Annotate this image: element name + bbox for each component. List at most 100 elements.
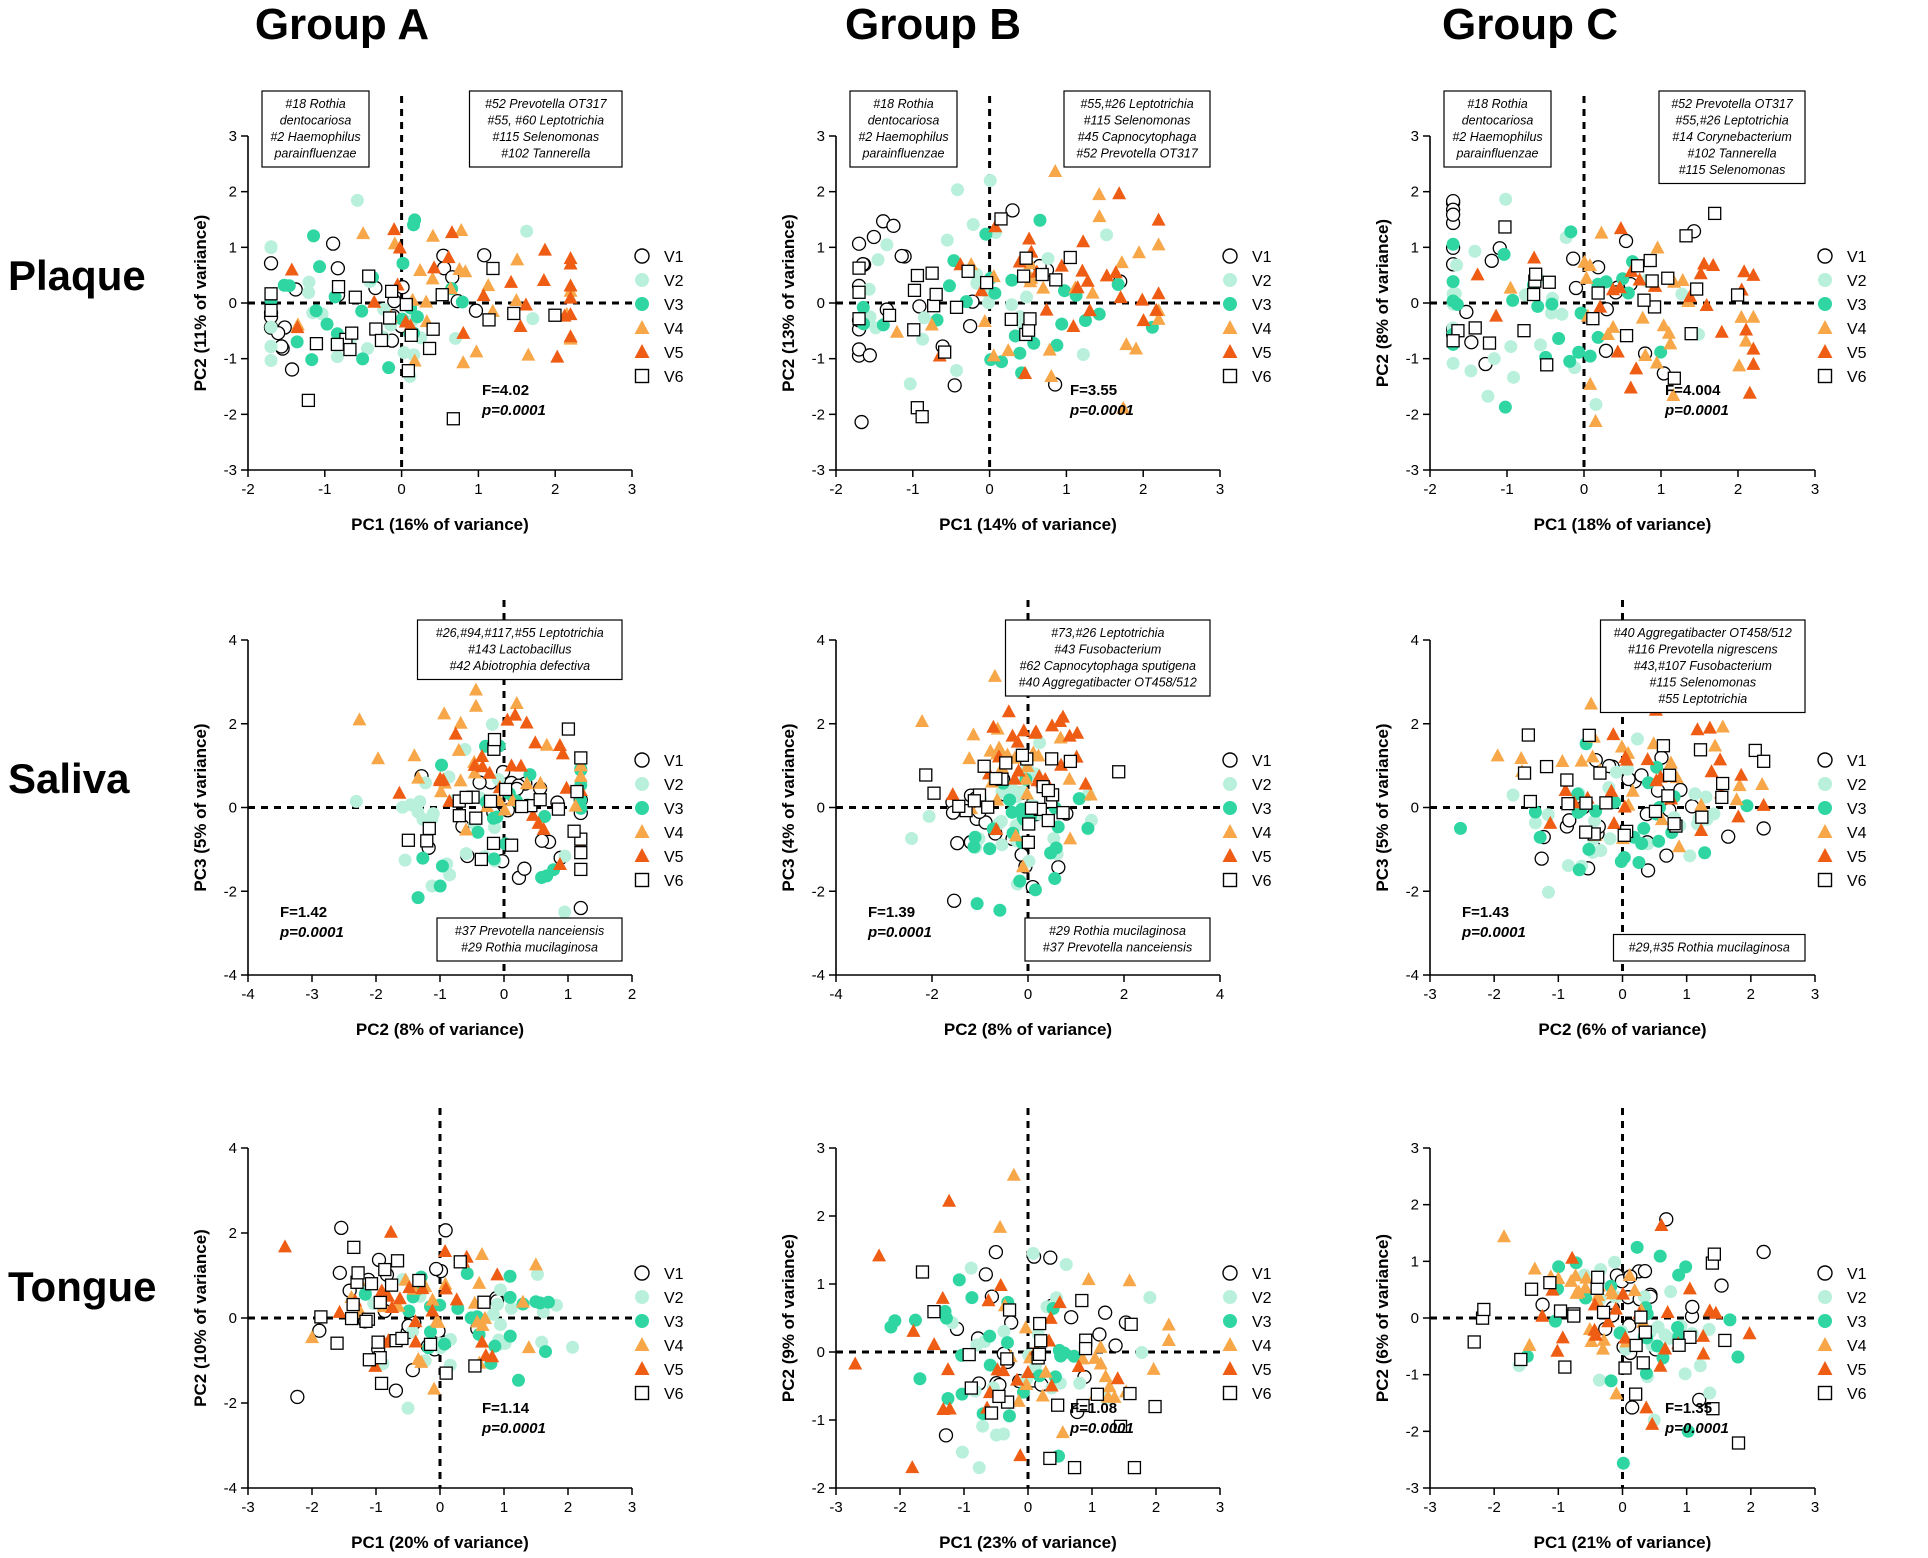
- point-v4: [425, 271, 440, 285]
- annotation-line: #52 Prevotella OT317: [1076, 147, 1199, 161]
- f-statistic: F=4.004: [1665, 382, 1721, 399]
- point-v2: [997, 1324, 1011, 1338]
- point-v6: [949, 300, 964, 314]
- point-v2: [350, 193, 364, 207]
- point-v4: [1584, 696, 1599, 710]
- point-v1: [1756, 1244, 1771, 1260]
- legend-marker-v5: [1222, 344, 1238, 358]
- point-v6: [1593, 766, 1607, 780]
- point-v6: [1757, 754, 1771, 768]
- point-v6: [927, 786, 941, 800]
- annotation-line: #29 Rothia mucilaginosa: [1049, 924, 1186, 938]
- point-v6: [1542, 275, 1556, 289]
- point-v5: [432, 773, 447, 787]
- point-v6: [979, 275, 994, 290]
- point-v2: [951, 183, 965, 197]
- point-v4: [962, 751, 977, 765]
- annotation-box-frame: [1004, 619, 1211, 697]
- point-v2: [903, 377, 917, 391]
- point-v2: [1533, 338, 1547, 352]
- point-v4: [1093, 1339, 1108, 1353]
- point-v4: [434, 784, 449, 798]
- point-v3: [1552, 331, 1566, 345]
- point-v1: [534, 833, 550, 848]
- point-v6: [962, 1347, 976, 1362]
- point-v3: [1698, 846, 1712, 860]
- x-tick-label: 4: [1216, 986, 1224, 1003]
- point-v1: [428, 1261, 444, 1277]
- point-v2: [1664, 1285, 1678, 1299]
- point-v3: [1591, 330, 1605, 344]
- legend-label-v6: V6: [1847, 369, 1867, 386]
- point-v5: [563, 278, 578, 292]
- legend-marker-v4: [634, 824, 650, 838]
- point-v6: [1582, 728, 1596, 742]
- annotation-box-frame: [1063, 90, 1211, 168]
- legend-marker-v4: [634, 320, 650, 334]
- point-v5: [1593, 299, 1608, 313]
- point-v1: [947, 378, 962, 393]
- legend-label-v5: V5: [664, 849, 684, 866]
- y-tick-label: 2: [817, 184, 825, 201]
- point-v5: [1714, 324, 1729, 338]
- point-v5: [550, 349, 565, 363]
- point-v1: [517, 861, 532, 876]
- point-v6: [981, 800, 995, 814]
- y-tick-label: -1: [812, 1412, 825, 1429]
- legend-label-v2: V2: [1847, 273, 1867, 290]
- point-v5: [1527, 250, 1542, 264]
- point-v4: [1582, 258, 1597, 272]
- point-v4: [1008, 828, 1023, 842]
- annotation-line: #37 Prevotella nanceiensis: [1043, 941, 1192, 955]
- annotation-box: #18 Rothia dentocariosa #2 Haemophilus para…: [849, 90, 958, 168]
- point-v3: [1604, 1374, 1618, 1388]
- point-v4: [987, 668, 1002, 682]
- legend-label-v4: V4: [664, 825, 684, 842]
- legend-marker-v1: [1222, 248, 1238, 264]
- point-v6: [474, 852, 488, 867]
- point-v5: [1136, 313, 1151, 327]
- point-v3: [423, 1325, 437, 1339]
- y-tick-label: -2: [812, 406, 825, 423]
- point-v3: [970, 897, 984, 911]
- point-v3: [503, 1269, 517, 1283]
- point-v4: [453, 715, 468, 729]
- point-v1: [1484, 253, 1499, 268]
- y-tick-label: 4: [229, 1140, 237, 1157]
- legend-label-v4: V4: [1847, 1338, 1867, 1355]
- point-v4: [1708, 738, 1723, 752]
- point-v5: [935, 1290, 950, 1304]
- point-v1: [330, 261, 346, 276]
- legend-marker-v3: [1223, 1314, 1237, 1328]
- point-v6: [938, 345, 952, 359]
- point-v3: [1005, 273, 1019, 287]
- point-v1: [1625, 1400, 1640, 1415]
- point-v5: [1658, 1341, 1673, 1355]
- point-v6: [1695, 810, 1709, 824]
- legend-marker-v4: [634, 1337, 650, 1351]
- annotation-line: #55, #60 Leptotrichia: [487, 114, 604, 128]
- point-v1: [477, 248, 492, 263]
- point-v3: [408, 213, 422, 227]
- point-v6: [551, 802, 566, 816]
- point-v6: [1078, 1341, 1093, 1356]
- point-v3: [1616, 1456, 1630, 1470]
- point-v2: [917, 311, 931, 325]
- point-v2: [264, 339, 278, 353]
- point-v4: [427, 1381, 442, 1395]
- point-v5: [906, 1323, 921, 1337]
- point-v5: [1690, 722, 1705, 736]
- annotation-box: #29 Rothia mucilaginosa #37 Prevotella na…: [1024, 917, 1211, 962]
- legend-label-v4: V4: [1252, 321, 1272, 338]
- point-v2: [349, 794, 363, 808]
- point-v5: [478, 1348, 493, 1362]
- point-v6: [446, 412, 460, 426]
- x-tick-label: -4: [241, 986, 254, 1003]
- point-v3: [455, 295, 469, 309]
- legend-label-v1: V1: [664, 249, 684, 266]
- p-value: p=0.0001: [1069, 402, 1134, 419]
- y-tick-label: 1: [817, 1276, 825, 1293]
- x-tick-label: 3: [1811, 481, 1819, 498]
- x-tick-label: 2: [628, 986, 636, 1003]
- y-tick-label: -4: [224, 1480, 237, 1497]
